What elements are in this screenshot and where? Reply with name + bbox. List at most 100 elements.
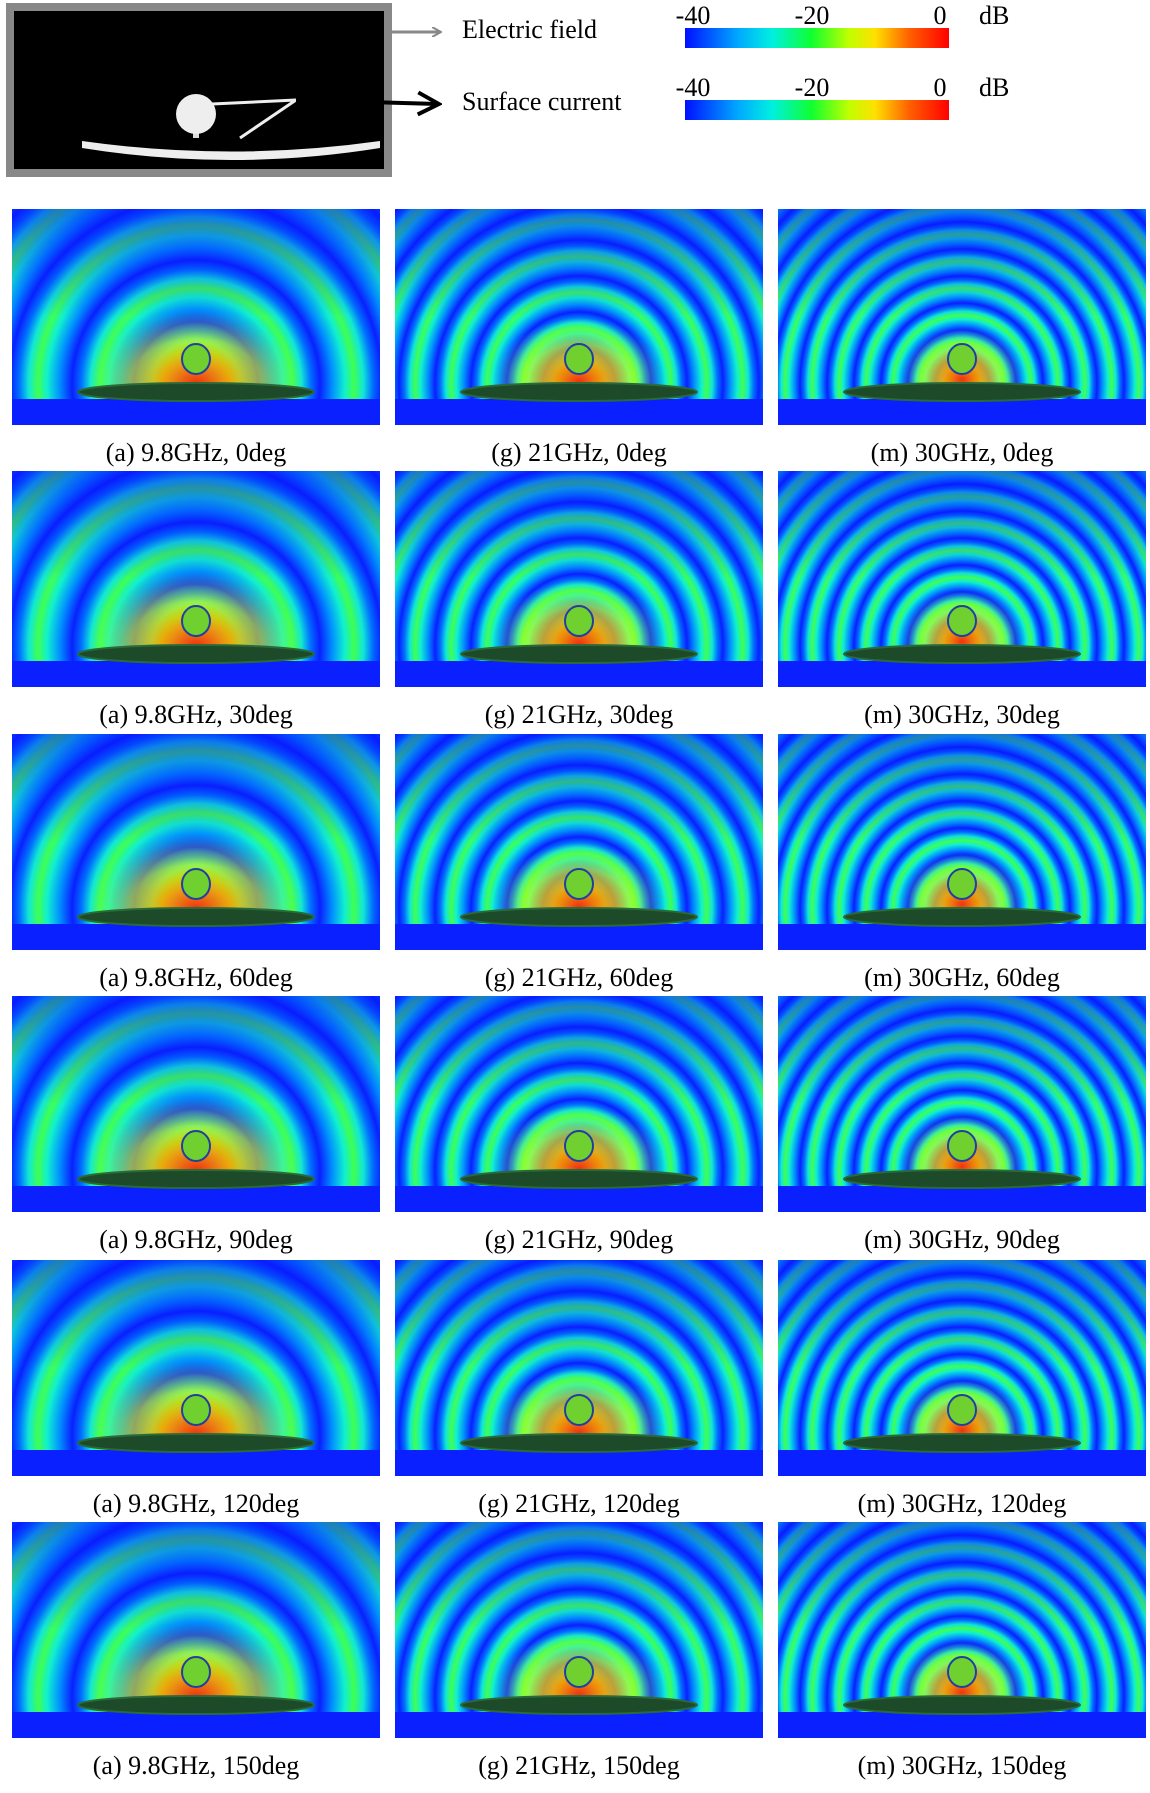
feed <box>948 344 976 374</box>
panel-caption: (m) 30GHz, 60deg <box>864 963 1060 992</box>
below-dish <box>778 399 1146 425</box>
below-dish <box>395 924 763 950</box>
below-dish <box>12 924 380 950</box>
feed <box>176 94 216 134</box>
below-dish <box>778 1712 1146 1738</box>
below-dish <box>395 1186 763 1212</box>
panel-caption: (m) 30GHz, 0deg <box>871 438 1054 467</box>
colorbar-unit: dB <box>979 73 1009 102</box>
panel-content <box>778 1522 1146 1738</box>
panel-caption: (m) 30GHz, 90deg <box>864 1225 1060 1254</box>
feed <box>565 1395 593 1425</box>
below-dish <box>395 661 763 687</box>
panel-caption: (a) 9.8GHz, 90deg <box>99 1225 293 1254</box>
below-dish <box>12 1186 380 1212</box>
panel-caption: (g) 21GHz, 0deg <box>491 438 666 467</box>
reflector <box>844 1170 1080 1188</box>
feed <box>565 1657 593 1687</box>
colorbar-tick: -20 <box>795 73 830 102</box>
field-panel <box>395 209 763 432</box>
field-panel <box>12 1522 380 1757</box>
legend-label: Surface current <box>462 87 622 116</box>
field-panel <box>778 1260 1146 1476</box>
feed <box>948 606 976 636</box>
panel-content <box>778 1260 1146 1476</box>
feed <box>948 1395 976 1425</box>
panel-caption: (g) 21GHz, 150deg <box>478 1751 679 1780</box>
panel-content <box>778 996 1146 1212</box>
panel-content <box>395 471 763 694</box>
panel-caption: (a) 9.8GHz, 150deg <box>93 1751 300 1780</box>
below-dish <box>778 1450 1146 1476</box>
reflector <box>78 1434 314 1452</box>
feed <box>182 1657 210 1687</box>
colorbar-tick: -40 <box>676 73 711 102</box>
colorbar-tick: 0 <box>934 1 947 30</box>
reflector <box>844 1434 1080 1452</box>
field-panel <box>12 1260 380 1495</box>
reflector <box>844 908 1080 926</box>
panel-content <box>12 209 380 444</box>
below-dish <box>12 661 380 687</box>
feed <box>182 606 210 636</box>
reflector <box>844 383 1080 401</box>
panel-caption: (a) 9.8GHz, 120deg <box>93 1489 300 1518</box>
reflector <box>461 1434 697 1452</box>
reflector <box>78 645 314 663</box>
panel-content <box>12 1522 380 1757</box>
field-panel <box>12 996 380 1231</box>
below-dish <box>778 1186 1146 1212</box>
field-panel <box>395 1522 763 1745</box>
feed <box>565 869 593 899</box>
field-panel <box>778 734 1146 950</box>
feed <box>565 606 593 636</box>
reflector <box>78 1170 314 1188</box>
below-dish <box>12 1712 380 1738</box>
feed <box>182 1395 210 1425</box>
field-panel <box>395 996 763 1219</box>
below-dish <box>395 1712 763 1738</box>
reflector <box>461 908 697 926</box>
feed <box>948 1131 976 1161</box>
panel-content <box>778 734 1146 950</box>
field-panel <box>12 734 380 969</box>
reflector <box>461 383 697 401</box>
below-dish <box>395 1450 763 1476</box>
below-dish <box>12 1450 380 1476</box>
panel-content <box>778 471 1146 687</box>
feed <box>948 869 976 899</box>
colorbar <box>685 100 949 120</box>
below-dish <box>12 399 380 425</box>
panel-caption: (a) 9.8GHz, 0deg <box>106 438 287 467</box>
panel-content <box>395 1522 763 1745</box>
reflector <box>461 1696 697 1714</box>
feed <box>565 344 593 374</box>
reflector <box>844 1696 1080 1714</box>
field-panel <box>778 471 1146 687</box>
panel-caption: (g) 21GHz, 120deg <box>478 1489 679 1518</box>
reflector <box>844 645 1080 663</box>
below-dish <box>778 924 1146 950</box>
figure: Electric field -40 -20 0 dB Surface current -4… <box>0 0 1150 1793</box>
below-dish <box>778 661 1146 687</box>
panel-caption: (a) 9.8GHz, 30deg <box>99 700 293 729</box>
reflector <box>78 908 314 926</box>
feed <box>182 1131 210 1161</box>
panel-caption: (g) 21GHz, 90deg <box>485 1225 673 1254</box>
panel-caption: (g) 21GHz, 60deg <box>485 963 673 992</box>
field-panel <box>778 996 1146 1212</box>
colorbar-tick: -20 <box>795 1 830 30</box>
feed <box>182 344 210 374</box>
colorbar-tick: 0 <box>934 73 947 102</box>
field-panel <box>12 471 380 706</box>
legend <box>10 7 440 173</box>
feed <box>565 1131 593 1161</box>
field-panel <box>395 734 763 957</box>
colorbar-tick: -40 <box>676 1 711 30</box>
panel-content <box>395 996 763 1219</box>
reflector <box>461 645 697 663</box>
reflector <box>78 383 314 401</box>
panel-content <box>395 209 763 432</box>
panel-content <box>12 471 380 706</box>
legend-label: Electric field <box>462 15 597 44</box>
